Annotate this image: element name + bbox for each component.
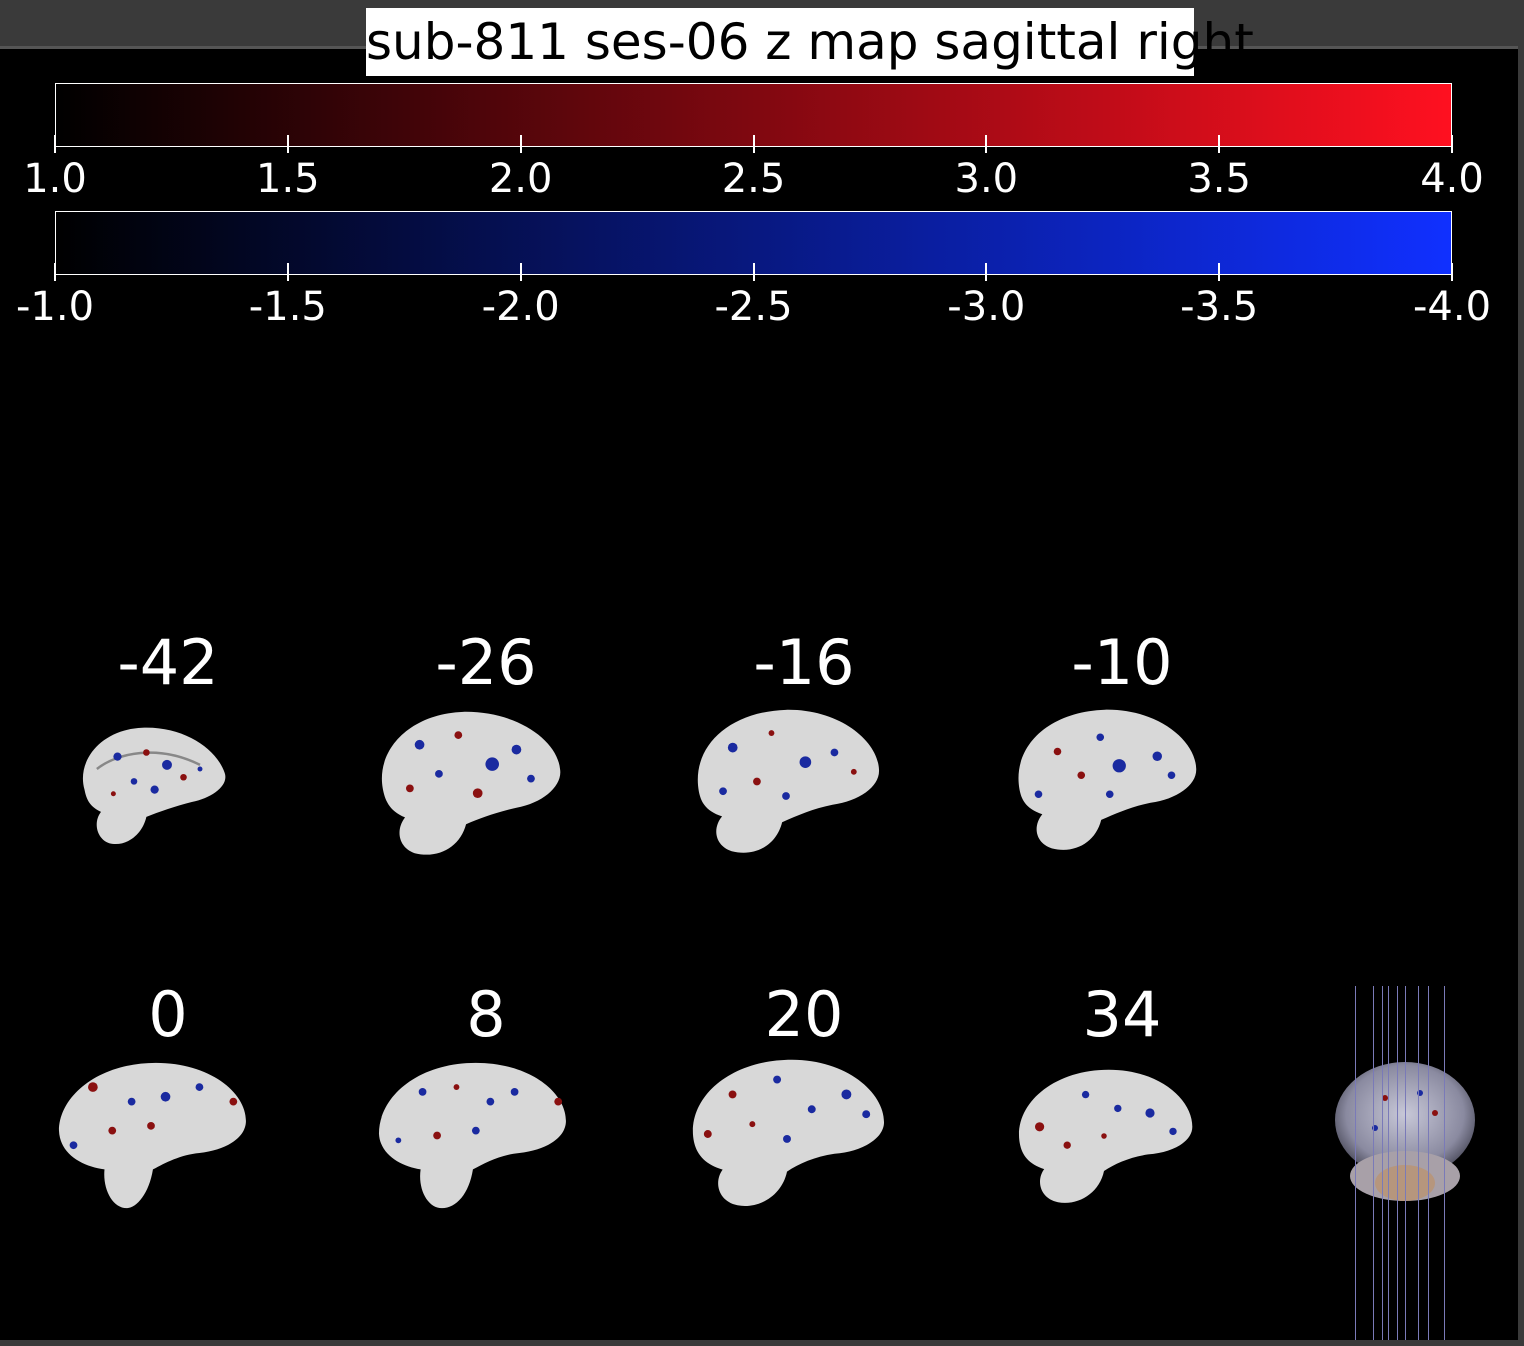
sagittal-slice-image xyxy=(381,711,561,855)
slice-position-line xyxy=(1355,986,1356,1340)
slice-position-line xyxy=(1373,986,1374,1340)
slice-position-line xyxy=(1382,986,1383,1340)
colorbar-tick-label: -4.0 xyxy=(1412,284,1492,330)
sagittal-slice-image xyxy=(697,709,880,853)
slice-label: 34 xyxy=(1082,978,1162,1051)
sagittal-slice-image xyxy=(82,727,226,845)
colorbar-tick-label: -3.5 xyxy=(1180,284,1259,330)
colorbar-tick xyxy=(1218,263,1221,281)
slice-position-line xyxy=(1428,986,1429,1340)
colorbar-tick xyxy=(54,263,56,281)
slice-label: -10 xyxy=(1071,626,1173,699)
colorbar-tick xyxy=(519,135,522,153)
colorbar-tick-label: 2.0 xyxy=(488,156,553,202)
slice-label: -26 xyxy=(435,626,537,699)
sagittal-slice-image xyxy=(58,1062,246,1209)
sagittal-slice-image xyxy=(692,1059,885,1206)
figure-title: sub-811 ses-06 z map sagittal right xyxy=(366,8,1254,76)
sagittal-slice-image xyxy=(1018,709,1197,850)
colorbar-tick-label: -1.0 xyxy=(15,284,95,330)
colorbar-tick-label: 1.5 xyxy=(256,156,320,202)
colorbar-tick-label: 4.0 xyxy=(1420,156,1484,202)
colorbar-tick-label: -1.5 xyxy=(248,284,327,330)
slice-position-line xyxy=(1388,986,1389,1340)
colorbar-tick-label: -2.0 xyxy=(481,284,560,330)
colorbar-tick-label: 1.0 xyxy=(23,156,87,202)
colorbar-tick xyxy=(1451,263,1453,281)
colorbar-tick xyxy=(286,263,289,281)
colorbar-tick xyxy=(1218,135,1221,153)
colorbar-tick xyxy=(286,135,289,153)
colorbar-tick xyxy=(54,135,56,153)
slice-position-line xyxy=(1405,986,1406,1340)
colorbar-tick-label: 2.5 xyxy=(721,156,786,202)
colorbar-tick xyxy=(985,135,988,153)
slice-label: 20 xyxy=(764,978,844,1051)
window-frame-right xyxy=(1518,46,1524,1346)
colorbar-tick xyxy=(519,263,522,281)
colorbar-tick-label: 3.5 xyxy=(1187,156,1251,202)
slice-label: -16 xyxy=(753,626,855,699)
colorbar-tick xyxy=(985,263,988,281)
colorbar-tick-label: -3.0 xyxy=(947,284,1026,330)
colorbar-tick xyxy=(1451,135,1453,153)
colorbar-tick-label: -2.5 xyxy=(714,284,793,330)
slice-position-line xyxy=(1444,986,1445,1340)
colorbar-tick-label: 3.0 xyxy=(954,156,1019,202)
slice-label: 8 xyxy=(466,978,506,1051)
slice-label: 0 xyxy=(148,978,188,1051)
sagittal-slice-image xyxy=(1018,1069,1193,1203)
slice-position-line xyxy=(1418,986,1419,1340)
sagittal-slice-image xyxy=(378,1062,566,1209)
slice-position-line xyxy=(1397,986,1398,1340)
slice-label: -42 xyxy=(117,626,219,699)
window-frame-bottom xyxy=(0,1340,1524,1346)
colorbar-tick xyxy=(752,263,755,281)
colorbar-tick xyxy=(752,135,755,153)
